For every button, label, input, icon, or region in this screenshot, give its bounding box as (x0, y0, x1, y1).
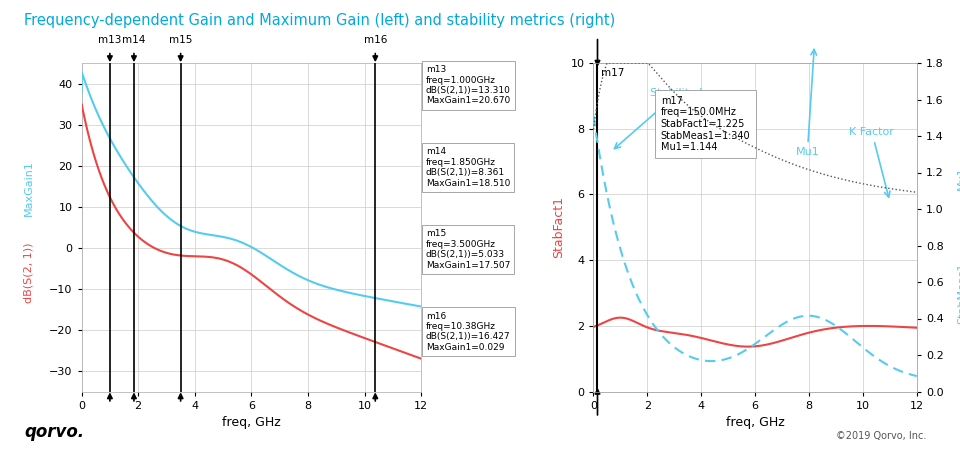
Text: StabMeas1: StabMeas1 (957, 262, 960, 324)
Text: m13: m13 (98, 35, 122, 45)
Text: dB(S(2, 1)): dB(S(2, 1)) (24, 243, 34, 303)
Text: Mu1: Mu1 (796, 50, 819, 157)
Y-axis label: StabFact1: StabFact1 (552, 196, 564, 258)
Text: qorvo.: qorvo. (24, 423, 84, 441)
Text: Stability b: Stability b (614, 88, 707, 148)
Text: Mu1: Mu1 (957, 166, 960, 190)
X-axis label: freq, GHz: freq, GHz (222, 416, 280, 429)
Text: MaxGain1: MaxGain1 (24, 160, 34, 216)
Text: m16
freq=10.38GHz
dB(S(2,1))=16.427
MaxGain1=0.029: m16 freq=10.38GHz dB(S(2,1))=16.427 MaxG… (426, 311, 511, 352)
Text: m13
freq=1.000GHz
dB(S(2,1))=13.310
MaxGain1=20.670: m13 freq=1.000GHz dB(S(2,1))=13.310 MaxG… (426, 65, 511, 105)
Text: K Factor: K Factor (850, 127, 895, 197)
Text: Frequency-dependent Gain and Maximum Gain (left) and stability metrics (right): Frequency-dependent Gain and Maximum Gai… (24, 14, 615, 28)
Text: m17
freq=150.0MHz
StabFact1=1.225
StabMeas1=1.340
Mu1=1.144: m17 freq=150.0MHz StabFact1=1.225 StabMe… (660, 96, 751, 152)
Text: m15
freq=3.500GHz
dB(S(2,1))=5.033
MaxGain1=17.507: m15 freq=3.500GHz dB(S(2,1))=5.033 MaxGa… (426, 230, 511, 270)
Text: m16: m16 (364, 35, 387, 45)
Text: ©2019 Qorvo, Inc.: ©2019 Qorvo, Inc. (836, 431, 926, 441)
Text: m15: m15 (169, 35, 192, 45)
X-axis label: freq, GHz: freq, GHz (726, 416, 784, 429)
Text: m17: m17 (601, 68, 624, 78)
Text: m14: m14 (122, 35, 146, 45)
Text: m14
freq=1.850GHz
dB(S(2,1))=8.361
MaxGain1=18.510: m14 freq=1.850GHz dB(S(2,1))=8.361 MaxGa… (426, 148, 511, 188)
